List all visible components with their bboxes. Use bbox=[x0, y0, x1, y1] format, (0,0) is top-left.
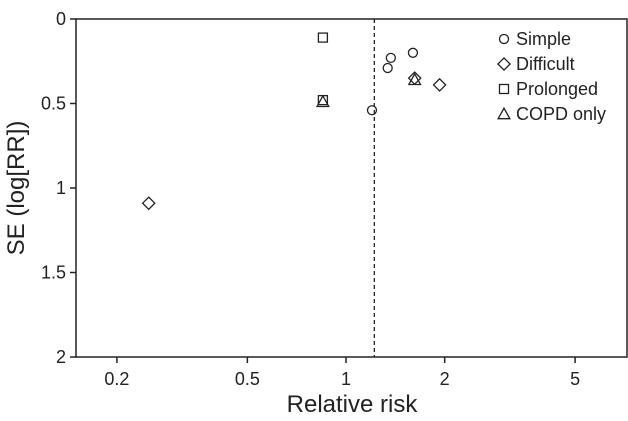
point-simple bbox=[385, 52, 396, 64]
point-prolonged bbox=[317, 32, 329, 43]
x-axis: 0.2 0.5 1 2 5 bbox=[104, 357, 580, 389]
legend-label-copd-only: COPD only bbox=[516, 104, 606, 124]
legend-label-prolonged: Prolonged bbox=[516, 79, 598, 99]
x-tick-label: 2 bbox=[440, 369, 450, 389]
point-copd-only bbox=[407, 72, 422, 86]
data-points bbox=[141, 32, 447, 211]
y-tick-label: 1.5 bbox=[41, 263, 66, 283]
y-tick-label: 0.5 bbox=[41, 94, 66, 114]
legend: Simple Difficult Prolonged COPD only bbox=[497, 29, 606, 124]
point-simple bbox=[366, 105, 378, 116]
x-tick-label: 5 bbox=[570, 369, 580, 389]
y-axis: 0 0.5 1 1.5 2 bbox=[41, 9, 76, 367]
x-tick-label: 0.5 bbox=[235, 369, 260, 389]
point-simple bbox=[407, 47, 419, 58]
point-difficult bbox=[141, 196, 156, 211]
x-tick-label: 1 bbox=[341, 369, 351, 389]
legend-marker-copd-only bbox=[497, 106, 511, 120]
y-axis-title: SE (log[RR]) bbox=[3, 121, 30, 256]
legend-label-difficult: Difficult bbox=[516, 54, 575, 74]
y-tick-label: 1 bbox=[56, 178, 66, 198]
point-simple bbox=[382, 62, 393, 74]
legend-marker-prolonged bbox=[498, 83, 510, 95]
x-tick-label: 0.2 bbox=[104, 369, 129, 389]
legend-marker-simple bbox=[498, 33, 510, 45]
point-copd-only bbox=[315, 94, 330, 108]
legend-marker-difficult bbox=[497, 57, 511, 71]
legend-label-simple: Simple bbox=[516, 29, 571, 49]
y-tick-label: 2 bbox=[56, 347, 66, 367]
x-axis-title: Relative risk bbox=[287, 391, 419, 418]
point-difficult bbox=[432, 77, 447, 92]
y-tick-label: 0 bbox=[56, 9, 66, 29]
